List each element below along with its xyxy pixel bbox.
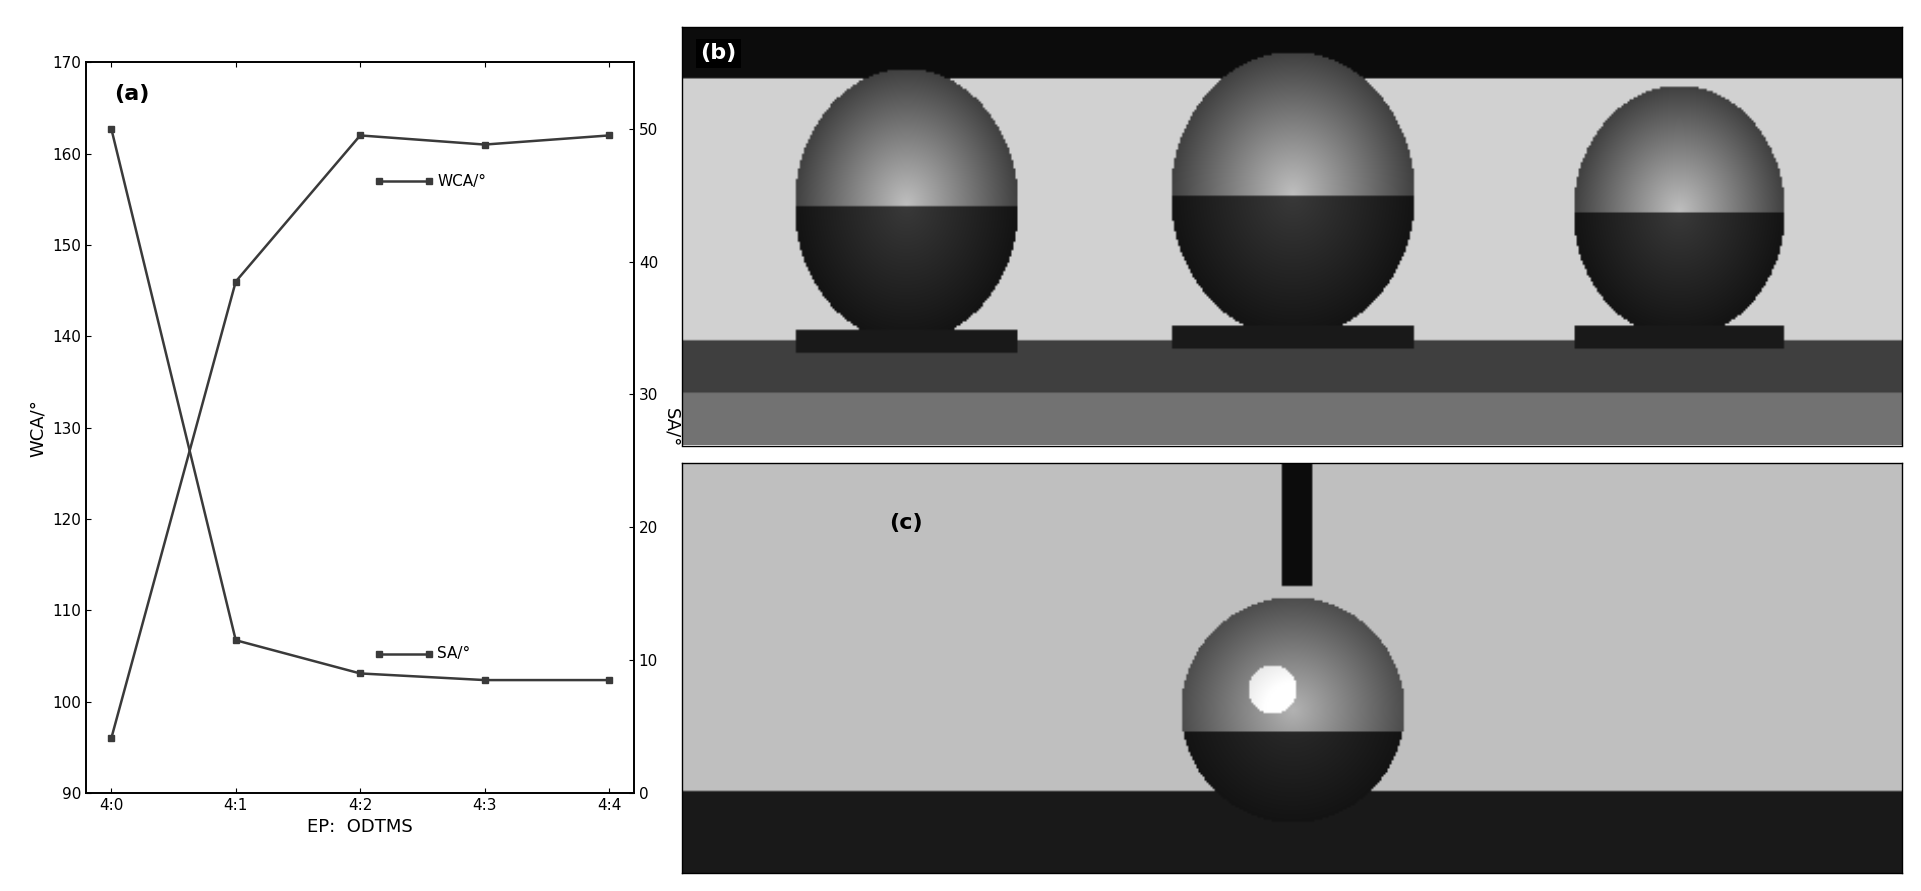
Y-axis label: WCA/°: WCA/°: [29, 399, 46, 456]
Text: (c): (c): [889, 512, 922, 533]
X-axis label: EP:  ODTMS: EP: ODTMS: [307, 819, 413, 837]
Text: (b): (b): [701, 44, 736, 63]
Text: WCA/°: WCA/°: [438, 174, 486, 189]
Text: (a): (a): [113, 85, 150, 104]
Y-axis label: SA/°: SA/°: [663, 408, 680, 447]
Text: SA/°: SA/°: [438, 646, 471, 661]
